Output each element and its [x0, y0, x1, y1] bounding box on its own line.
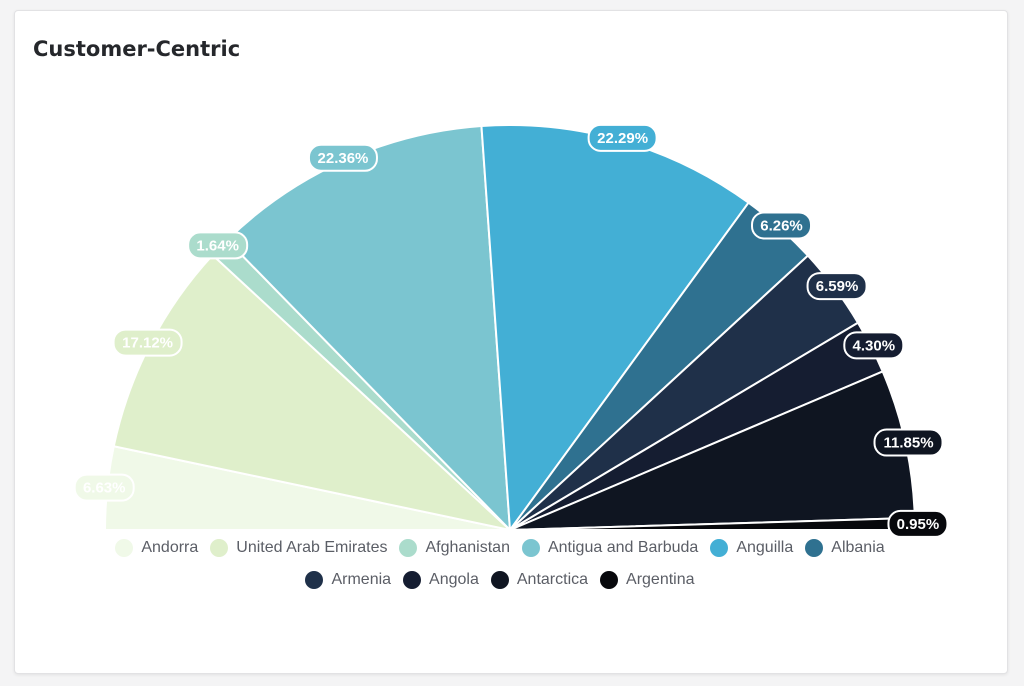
legend-row: Armenia Angola Antarctica Argentina: [60, 564, 940, 596]
legend-swatch: [600, 571, 619, 589]
legend-swatch: [403, 571, 422, 589]
legend-item[interactable]: United Arab Emirates: [210, 539, 387, 557]
legend-label: Angola: [429, 571, 479, 588]
data-label: 1.64%: [187, 231, 249, 260]
legend-swatch: [305, 571, 324, 589]
legend-swatch: [805, 539, 824, 557]
legend-swatch: [490, 571, 509, 589]
data-label: 11.85%: [873, 428, 944, 457]
legend-item[interactable]: Antarctica: [490, 571, 589, 589]
legend-item[interactable]: Armenia: [305, 571, 391, 589]
data-label-background: [806, 272, 868, 301]
data-label: 6.26%: [751, 211, 813, 240]
data-label-background: [307, 143, 378, 172]
data-label: 6.63%: [73, 473, 135, 502]
legend-label: Albania: [831, 539, 885, 556]
legend-item[interactable]: Afghanistan: [399, 539, 510, 557]
legend-item[interactable]: Andorra: [115, 539, 198, 557]
data-label-background: [887, 509, 949, 538]
data-label-background: [843, 331, 905, 360]
legend-item[interactable]: Angola: [403, 571, 479, 589]
data-label: 6.59%: [806, 272, 868, 301]
legend-label: United Arab Emirates: [236, 539, 388, 556]
data-label-text: 22.29%: [597, 130, 648, 147]
legend-label: Andorra: [141, 539, 199, 556]
data-label-background: [873, 428, 944, 457]
data-label: 0.95%: [887, 509, 949, 538]
chart-title: Customer-Centric: [33, 37, 241, 61]
legend-label: Armenia: [331, 571, 392, 588]
legend-label: Antigua and Barbuda: [547, 539, 699, 556]
data-label-background: [73, 473, 135, 502]
legend-swatch: [210, 539, 229, 557]
legend-swatch: [399, 539, 418, 557]
data-label-background: [112, 328, 183, 357]
legend-row: Andorra United Arab Emirates Afghanistan An…: [60, 532, 940, 564]
data-label-text: 6.59%: [816, 278, 859, 295]
legend-swatch: [521, 539, 540, 557]
data-label-text: 6.63%: [83, 480, 126, 497]
legend-item[interactable]: Anguilla: [710, 539, 793, 557]
data-label: 4.30%: [843, 331, 905, 360]
data-label-text: 0.95%: [897, 516, 940, 533]
data-label-text: 17.12%: [122, 335, 173, 352]
data-label: 17.12%: [112, 328, 183, 357]
legend-item[interactable]: Argentina: [600, 571, 695, 589]
data-label-text: 22.36%: [318, 150, 369, 167]
legend-label: Antarctica: [516, 571, 589, 588]
data-label-background: [187, 231, 249, 260]
data-label: 22.36%: [307, 143, 378, 172]
legend-label: Argentina: [626, 571, 695, 588]
data-label-background: [751, 211, 813, 240]
legend-label: Afghanistan: [425, 539, 510, 556]
data-label-text: 4.30%: [853, 337, 896, 354]
legend: Andorra United Arab Emirates Afghanistan An…: [60, 532, 940, 596]
legend-swatch: [115, 539, 134, 557]
data-label-text: 11.85%: [883, 435, 933, 452]
legend-item[interactable]: Antigua and Barbuda: [521, 539, 699, 557]
data-label-background: [587, 123, 658, 152]
legend-swatch: [710, 539, 729, 557]
data-label-text: 1.64%: [196, 237, 239, 254]
legend-item[interactable]: Albania: [805, 539, 885, 557]
data-label-text: 6.26%: [760, 217, 803, 234]
data-label: 22.29%: [587, 123, 658, 152]
legend-label: Anguilla: [736, 539, 794, 556]
